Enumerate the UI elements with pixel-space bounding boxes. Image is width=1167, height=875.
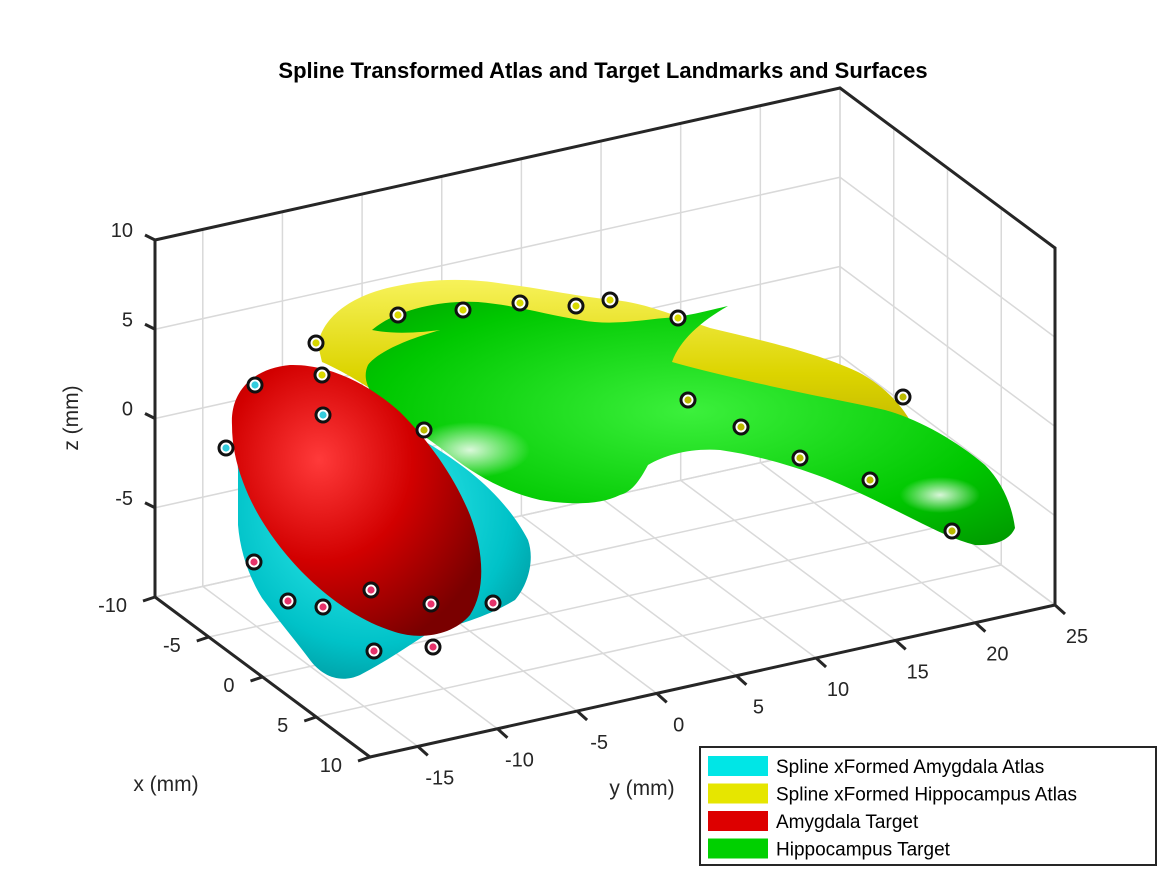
landmark-marker [429, 643, 437, 651]
y-axis-label: y (mm) [609, 777, 674, 800]
legend-swatch [708, 783, 768, 804]
landmark-marker [606, 296, 614, 304]
axes-box-edge [153, 86, 842, 242]
y-tick-label: 5 [753, 697, 764, 719]
landmark-marker [250, 558, 258, 566]
z-tick [144, 501, 156, 510]
z-tick [144, 322, 156, 331]
legend-label: Spline xFormed Amygdala Atlas [776, 757, 1044, 778]
landmark-marker [948, 527, 956, 535]
landmark-marker [222, 444, 230, 452]
landmark-marker [319, 411, 327, 419]
z-axis-label: z (mm) [60, 385, 83, 450]
landmark-marker [674, 314, 682, 322]
z-tick-label: 10 [111, 220, 133, 242]
landmark-marker [312, 339, 320, 347]
wall-grid-line [839, 265, 1056, 428]
landmark-marker [899, 393, 907, 401]
landmark-marker [394, 311, 402, 319]
legend-box [699, 746, 1157, 866]
hippocampus-target-surface [365, 301, 1015, 546]
legend-label: Spline xFormed Hippocampus Atlas [776, 785, 1077, 806]
z-tick [144, 233, 156, 242]
x-tick-label: -5 [163, 635, 181, 657]
y-tick [496, 727, 509, 739]
landmark-marker [459, 306, 467, 314]
y-tick-label: -5 [590, 732, 608, 754]
y-tick [735, 674, 748, 686]
x-tick-label: 10 [320, 755, 342, 777]
y-tick [576, 709, 589, 722]
wall-grid-line [839, 176, 1056, 338]
floor-grid-line [759, 462, 976, 624]
landmark-marker [319, 603, 327, 611]
y-tick-label: -10 [505, 750, 534, 772]
landmarks [217, 291, 961, 660]
z-tick-label: 5 [122, 309, 133, 331]
landmark-marker [796, 454, 804, 462]
y-tick-label: 0 [673, 714, 684, 736]
landmark-marker [251, 381, 259, 389]
y-tick [815, 656, 828, 669]
y-tick [974, 621, 987, 633]
y-tick-label: -15 [425, 767, 454, 789]
floor-grid-line [316, 564, 1002, 718]
x-tick-label: 5 [277, 715, 288, 737]
x-tick [250, 675, 263, 683]
floor-grid-line [600, 497, 817, 659]
legend-swatch [708, 811, 768, 831]
axes-box-edge [838, 86, 1057, 250]
legend-label: Hippocampus Target [776, 840, 951, 861]
y-tick-label: 25 [1066, 626, 1088, 648]
landmark-marker [866, 476, 874, 484]
legend: Spline xFormed Amygdala Atlas Spline xFor… [699, 746, 1157, 866]
x-tick [303, 715, 317, 723]
legend-swatch [708, 756, 768, 776]
tick-labels: -10 -5 0 5 10 -15 -10 -5 0 5 10 15 20 25 10 5 0 -5 [98, 220, 1088, 789]
z-tick-label: 0 [122, 399, 133, 421]
y-tick-label: 15 [907, 661, 929, 683]
x-tick-label: -10 [98, 595, 127, 617]
z-tick-label: -5 [115, 488, 133, 510]
x-tick-label: 0 [223, 675, 234, 697]
y-tick [655, 692, 668, 704]
y-tick [1053, 603, 1067, 616]
landmark-marker [284, 597, 292, 605]
landmark-marker [370, 647, 378, 655]
floor-grid-line [520, 515, 737, 677]
y-tick-label: 20 [986, 644, 1008, 666]
wall-grid-line [839, 355, 1056, 517]
y-tick [416, 745, 429, 757]
x-tick [357, 755, 371, 763]
y-tick-label: 10 [827, 679, 849, 701]
landmark-marker [427, 600, 435, 608]
floor-grid-line [202, 585, 419, 747]
landmark-marker [737, 423, 745, 431]
landmark-marker [684, 396, 692, 404]
landmark-marker [367, 586, 375, 594]
legend-label: Amygdala Target [776, 812, 919, 833]
hippocampus-target-highlight [900, 477, 980, 513]
landmark-marker [420, 426, 428, 434]
z-tick [144, 412, 156, 420]
landmark-marker [489, 599, 497, 607]
legend-swatch [708, 838, 768, 859]
landmark-marker [318, 371, 326, 379]
landmark-marker [572, 302, 580, 310]
y-tick [894, 639, 907, 651]
axes-box-edge [368, 603, 1057, 759]
x-axis-label: x (mm) [133, 773, 198, 796]
chart-title: Spline Transformed Atlas and Target Land… [278, 58, 927, 83]
landmark-marker [516, 299, 524, 307]
x-tick [142, 595, 156, 603]
wall-grid-line [154, 176, 841, 330]
floor-grid-line [680, 479, 897, 641]
surfaces [231, 279, 1015, 679]
x-tick [196, 635, 210, 643]
